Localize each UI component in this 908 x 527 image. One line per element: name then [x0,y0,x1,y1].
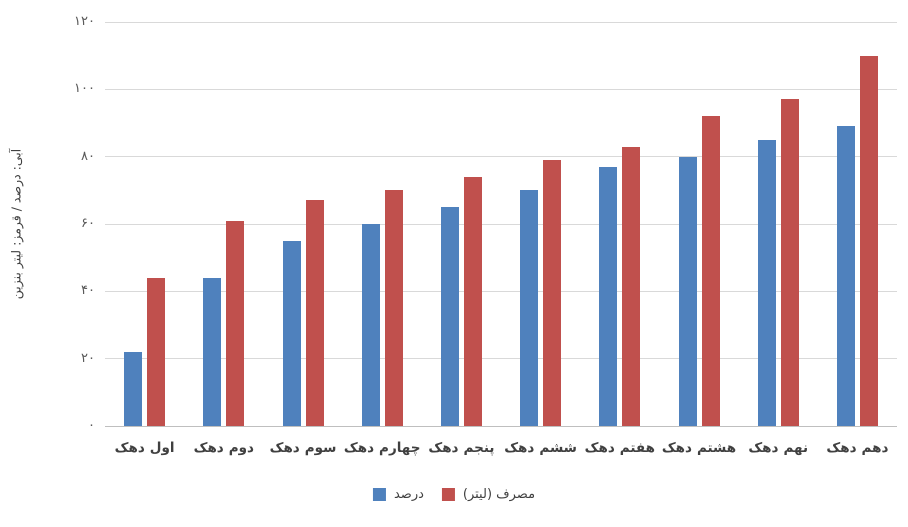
bar-liters [384,190,403,426]
bar-percent [282,240,301,426]
x-axis-label: دهک ششم [504,440,577,456]
bar-liters [226,220,245,426]
x-axis-label-word: دهک [748,440,779,456]
bar-liters [147,277,166,426]
x-axis-label-word: هشتم [696,440,737,456]
plot-area [105,21,897,427]
bar-liters [780,99,799,426]
x-axis-labels: دهک اول دهک دوم دهک سوم دهک چهارم دهک پنجم دهک ششم د… [105,440,897,464]
legend-label: مصرف (لیتر) [462,487,536,502]
y-tick-label: ۸۰ [81,148,95,164]
x-axis-label-word: دهک [661,440,692,456]
x-axis-label-word: دهک [584,440,615,456]
gridline [105,358,897,360]
x-axis-label-word: هفتم [619,440,655,456]
legend-item: مصرف (لیتر) [441,487,536,502]
bar-liters [543,160,562,426]
bar-percent [440,207,459,426]
x-axis-label-word: دهک [504,440,535,456]
bar-percent [678,156,697,426]
bar-percent [836,126,855,426]
gridline [105,223,897,225]
y-tick-label: ۰ [88,418,95,433]
bar-liters [622,146,641,426]
gridline [105,290,897,292]
bar-percent [520,190,539,426]
x-axis-label-word: نهم [783,440,809,456]
legend-item: درصد [372,487,424,502]
bar-percent [124,351,143,426]
bar-liters [701,116,720,426]
legend-swatch [372,488,386,501]
x-axis-label-word: ششم [539,440,577,456]
x-axis-label-word: دهک [428,440,459,456]
bar-liters [305,200,324,426]
x-axis-label: دهک نهم [748,440,808,456]
y-tick-label: ۱۲۰ [74,14,95,29]
x-axis-label-word: اول [149,440,175,456]
bar-liters [463,176,482,426]
bar-percent [203,277,222,426]
x-axis-label-word: چهارم [379,440,421,456]
x-axis-label-word: دهم [861,440,889,456]
x-axis-label: دهک اول [115,440,175,456]
y-tick-label: ۴۰ [81,283,95,299]
x-axis-label-word: دهک [826,440,857,456]
bar-liters [859,55,878,426]
x-axis-label-word: سوم [304,440,337,456]
y-tick-label: ۱۰۰ [74,81,95,97]
gridline [105,88,897,90]
legend-label: درصد [393,487,424,502]
x-axis-label-word: دهک [114,440,145,456]
x-axis-label: دهک چهارم [344,440,421,456]
bar-percent [599,166,618,426]
x-axis-label: دهک هشتم [662,440,736,456]
x-axis-label-word: دهک [193,440,224,456]
x-axis-label: دهک سوم [270,440,337,456]
gridline [105,21,897,23]
x-axis-label: دهک پنجم [428,440,494,456]
y-tick-label: ۲۰ [81,350,95,366]
x-axis-label-word: دوم [228,440,254,456]
legend: درصد مصرف (لیتر) [372,487,536,502]
x-axis-label: دهک دوم [194,440,254,456]
x-axis-label-word: دهک [269,440,300,456]
x-axis-label: دهک هفتم [585,440,655,456]
y-tick-label: ۶۰ [81,216,95,231]
gridline [105,156,897,158]
x-axis-label-word: پنجم [463,440,495,456]
x-axis-label-word: دهک [343,440,375,456]
x-axis-label: دهک دهم [826,440,888,456]
legend-swatch [441,488,455,501]
bar-percent [361,224,380,426]
bar-percent [757,139,776,426]
